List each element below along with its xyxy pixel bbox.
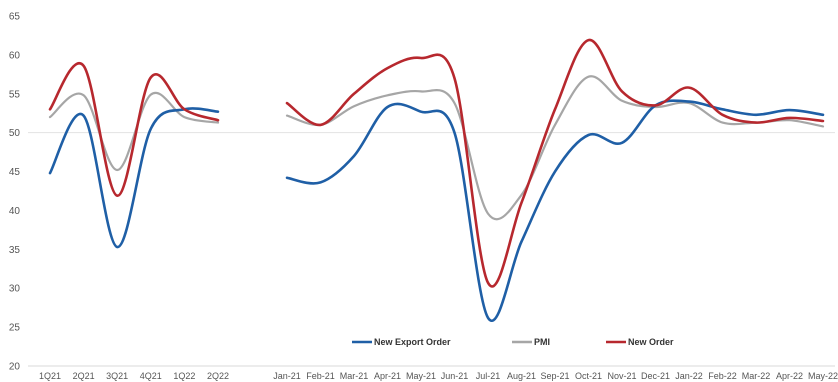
- x-tick-label: 1Q22: [173, 371, 195, 381]
- legend-label-new-order: New Order: [628, 337, 674, 347]
- x-tick-label: 3Q21: [106, 371, 128, 381]
- x-tick-label: Oct-21: [575, 371, 602, 381]
- series-line-new-export-order-panel-1: [48, 107, 220, 249]
- legend-label-pmi: PMI: [534, 337, 550, 347]
- x-tick-label: Aug-21: [507, 371, 536, 381]
- y-tick-label: 65: [9, 12, 21, 23]
- series-line-new-export-order-panel-2: [285, 99, 825, 322]
- x-tick-label: Jun-21: [441, 371, 469, 381]
- y-axis: 20 25 30 35 40 45 50 55 60 65: [9, 12, 21, 373]
- x-tick-label: 1Q21: [39, 371, 61, 381]
- y-tick-label: 35: [9, 245, 21, 256]
- x-tick-label: Dec-21: [641, 371, 670, 381]
- series-line-pmi-panel-1: [48, 91, 220, 172]
- x-axis: 1Q21 2Q21 3Q21 4Q21 1Q22 2Q22 Jan-21 Feb-21 Mar-…: [39, 371, 838, 381]
- y-tick-label: 50: [9, 128, 21, 139]
- x-tick-label: Apr-21: [374, 371, 401, 381]
- series-line-new-order-panel-2: [285, 38, 825, 288]
- x-tick-label: Jan-21: [273, 371, 301, 381]
- y-tick-label: 25: [9, 323, 21, 334]
- y-tick-label: 20: [9, 362, 21, 373]
- series-lines: [48, 38, 825, 322]
- series-line-new-order-panel-1: [48, 61, 220, 198]
- x-tick-label: May-22: [808, 371, 838, 381]
- x-tick-label: 2Q21: [73, 371, 95, 381]
- x-tick-label: Nov-21: [607, 371, 636, 381]
- x-tick-label: Mar-22: [742, 371, 771, 381]
- x-tick-label: May-21: [406, 371, 436, 381]
- x-tick-label: 2Q22: [207, 371, 229, 381]
- x-tick-label: Jul-21: [476, 371, 501, 381]
- y-tick-label: 55: [9, 89, 21, 100]
- x-tick-label: Sep-21: [540, 371, 569, 381]
- x-tick-label: Feb-21: [306, 371, 335, 381]
- x-tick-label: Apr-22: [776, 371, 803, 381]
- series-line-pmi-panel-2: [285, 75, 825, 221]
- x-tick-label: Feb-22: [708, 371, 737, 381]
- x-tick-label: Jan-22: [675, 371, 703, 381]
- y-tick-label: 30: [9, 284, 21, 295]
- y-tick-label: 60: [9, 50, 21, 61]
- legend: New Export Order PMI New Order: [352, 337, 674, 347]
- x-tick-label: 4Q21: [140, 371, 162, 381]
- x-tick-label: Mar-21: [340, 371, 369, 381]
- y-tick-label: 45: [9, 167, 21, 178]
- legend-label-new-export-order: New Export Order: [374, 337, 451, 347]
- y-tick-label: 40: [9, 206, 21, 217]
- reference-line-layer: [28, 132, 835, 367]
